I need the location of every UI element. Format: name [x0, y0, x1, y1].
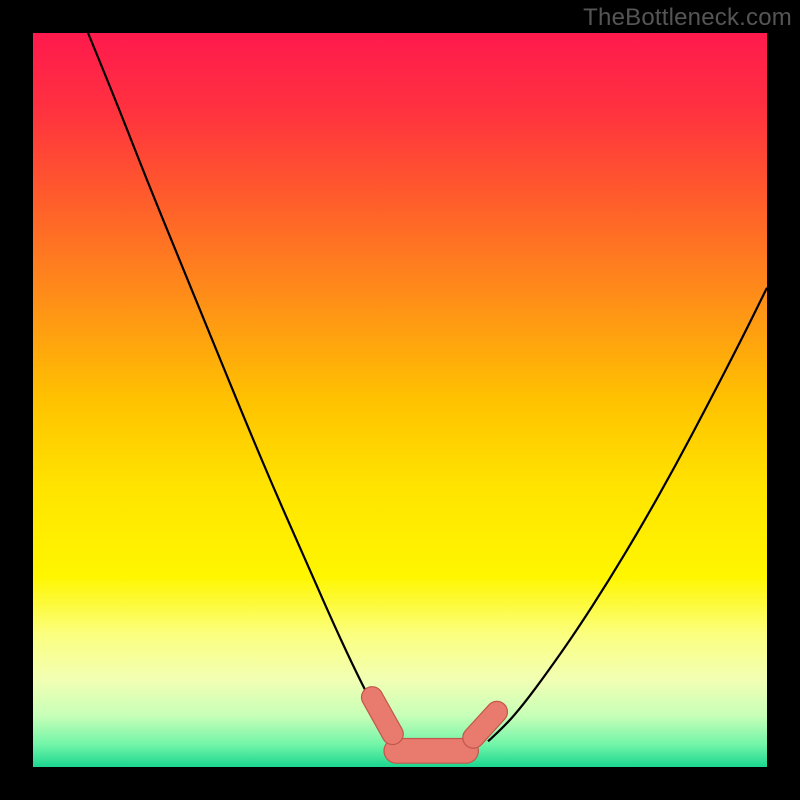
chart-background: [33, 33, 767, 767]
watermark-text: TheBottleneck.com: [583, 4, 792, 32]
bottleneck-chart: [0, 0, 800, 800]
